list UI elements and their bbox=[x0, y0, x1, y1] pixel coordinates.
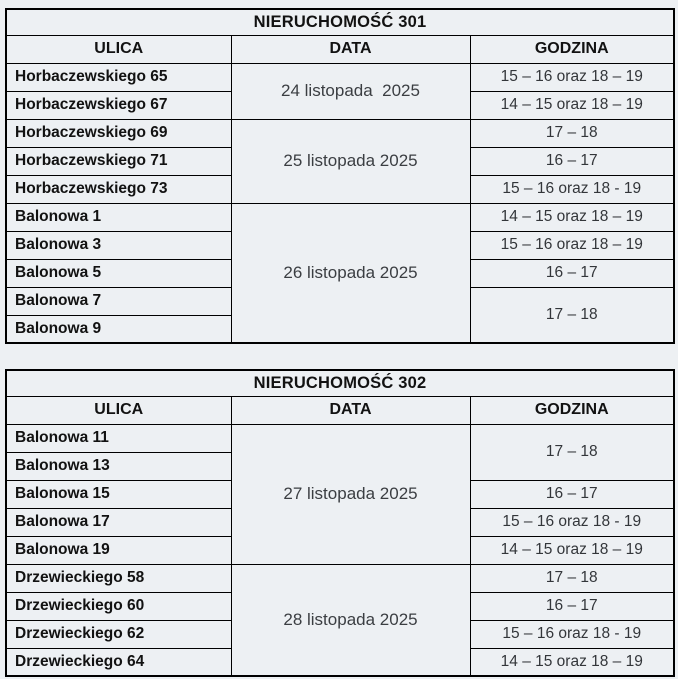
street-cell: Balonowa 17 bbox=[5, 507, 232, 537]
time-cell: 14 – 15 oraz 18 – 19 bbox=[469, 535, 675, 565]
table-row: Balonowa 13 bbox=[5, 451, 674, 481]
column-header-ulica: ULICA bbox=[5, 34, 232, 64]
street-cell: Horbaczewskiego 69 bbox=[5, 118, 232, 148]
column-header-godzina: GODZINA bbox=[469, 395, 675, 425]
table-row: Horbaczewskiego 69 25 listopada 2025 17 – … bbox=[5, 118, 675, 204]
time-cell: 16 – 17 bbox=[469, 146, 675, 176]
time-cell: 15 – 16 oraz 18 - 19 bbox=[469, 507, 675, 537]
street-cell: Drzewieckiego 58 bbox=[5, 563, 232, 593]
street-cell: Drzewieckiego 60 bbox=[5, 591, 232, 621]
table-header-row: ULICA DATA GODZINA bbox=[5, 34, 675, 64]
time-cell: 15 – 16 oraz 18 – 19 bbox=[469, 230, 675, 260]
property-table-302: NIERUCHOMOŚĆ 302 ULICA DATA GODZINA Balo… bbox=[5, 369, 676, 677]
table-title-row: NIERUCHOMOŚĆ 302 bbox=[5, 369, 675, 397]
table-row: Drzewieckiego 62 15 – 16 oraz 18 - 19 bbox=[5, 619, 675, 649]
table-title: NIERUCHOMOŚĆ 302 bbox=[5, 369, 675, 397]
table-row: Horbaczewskiego 73 15 – 16 oraz 18 - 19 bbox=[5, 174, 675, 204]
time-cell: 17 – 18 bbox=[469, 423, 675, 481]
street-cell: Balonowa 5 bbox=[5, 258, 232, 288]
street-cell: Horbaczewskiego 71 bbox=[5, 146, 232, 176]
table-row: Horbaczewskiego 71 16 – 17 bbox=[5, 146, 675, 176]
time-cell: 15 – 16 oraz 18 – 19 bbox=[469, 62, 675, 92]
table-body: Horbaczewskiego 65 24 listopada 2025 15 – … bbox=[5, 62, 675, 344]
time-cell: 17 – 18 bbox=[469, 286, 675, 344]
table-row: Balonowa 19 14 – 15 oraz 18 – 19 bbox=[5, 535, 675, 565]
table-row: Drzewieckiego 58 28 listopada 2025 17 – 18 bbox=[5, 563, 675, 677]
street-cell: Balonowa 19 bbox=[5, 535, 232, 565]
date-cell: 26 listopada 2025 bbox=[230, 202, 471, 344]
table-row: Balonowa 1 26 listopada 2025 14 – 15 oraz … bbox=[5, 202, 675, 344]
time-cell: 15 – 16 oraz 18 - 19 bbox=[469, 619, 675, 649]
street-cell: Balonowa 11 bbox=[5, 423, 232, 453]
street-cell: Balonowa 7 bbox=[5, 286, 232, 316]
schedule-table-301: NIERUCHOMOŚĆ 301 ULICA DATA GODZINA Horb… bbox=[5, 8, 676, 344]
time-cell: 14 – 15 oraz 18 – 19 bbox=[469, 647, 675, 677]
street-cell: Horbaczewskiego 73 bbox=[5, 174, 232, 204]
time-cell: 16 – 17 bbox=[469, 258, 675, 288]
street-cell: Balonowa 1 bbox=[5, 202, 232, 232]
table-row: Balonowa 17 15 – 16 oraz 18 - 19 bbox=[5, 507, 675, 537]
time-cell: 17 – 18 bbox=[469, 118, 675, 148]
date-cell: 28 listopada 2025 bbox=[230, 563, 471, 677]
table-row: Balonowa 11 27 listopada 2025 17 – 18 bbox=[5, 423, 675, 565]
table-row: Drzewieckiego 64 14 – 15 oraz 18 – 19 bbox=[5, 647, 675, 677]
date-cell: 24 listopada 2025 bbox=[230, 62, 471, 120]
table-row: Balonowa 15 16 – 17 bbox=[5, 479, 675, 509]
street-cell: Balonowa 3 bbox=[5, 230, 232, 260]
time-cell: 16 – 17 bbox=[469, 479, 675, 509]
street-cell: Drzewieckiego 64 bbox=[5, 647, 232, 677]
table-row: Horbaczewskiego 67 14 – 15 oraz 18 – 19 bbox=[5, 90, 675, 120]
time-cell: 14 – 15 oraz 18 – 19 bbox=[469, 90, 675, 120]
schedule-table-302: NIERUCHOMOŚĆ 302 ULICA DATA GODZINA Balo… bbox=[5, 369, 676, 677]
date-cell: 25 listopada 2025 bbox=[230, 118, 471, 204]
table-row: Balonowa 5 16 – 17 bbox=[5, 258, 675, 288]
street-cell: Balonowa 9 bbox=[5, 314, 232, 344]
column-header-data: DATA bbox=[230, 395, 471, 425]
column-header-ulica: ULICA bbox=[5, 395, 232, 425]
property-table-301: NIERUCHOMOŚĆ 301 ULICA DATA GODZINA Horb… bbox=[5, 8, 676, 344]
time-cell: 15 – 16 oraz 18 - 19 bbox=[469, 174, 675, 204]
table-title: NIERUCHOMOŚĆ 301 bbox=[5, 8, 675, 36]
street-cell: Balonowa 13 bbox=[5, 451, 232, 481]
street-cell: Horbaczewskiego 65 bbox=[5, 62, 232, 92]
time-cell: 17 – 18 bbox=[469, 563, 675, 593]
table-title-row: NIERUCHOMOŚĆ 301 bbox=[5, 8, 675, 36]
table-row: Drzewieckiego 60 16 – 17 bbox=[5, 591, 675, 621]
table-row: Balonowa 9 bbox=[5, 314, 674, 344]
table-row: Horbaczewskiego 65 24 listopada 2025 15 – … bbox=[5, 62, 675, 120]
table-header-row: ULICA DATA GODZINA bbox=[5, 395, 675, 425]
table-row: Balonowa 3 15 – 16 oraz 18 – 19 bbox=[5, 230, 675, 260]
time-cell: 14 – 15 oraz 18 – 19 bbox=[469, 202, 675, 232]
street-cell: Balonowa 15 bbox=[5, 479, 232, 509]
column-header-data: DATA bbox=[230, 34, 471, 64]
time-cell: 16 – 17 bbox=[469, 591, 675, 621]
column-header-godzina: GODZINA bbox=[469, 34, 675, 64]
table-body: Balonowa 11 27 listopada 2025 17 – 18 Balon… bbox=[5, 423, 675, 677]
date-cell: 27 listopada 2025 bbox=[230, 423, 471, 565]
table-row: Balonowa 7 17 – 18 bbox=[5, 286, 675, 344]
street-cell: Drzewieckiego 62 bbox=[5, 619, 232, 649]
street-cell: Horbaczewskiego 67 bbox=[5, 90, 232, 120]
